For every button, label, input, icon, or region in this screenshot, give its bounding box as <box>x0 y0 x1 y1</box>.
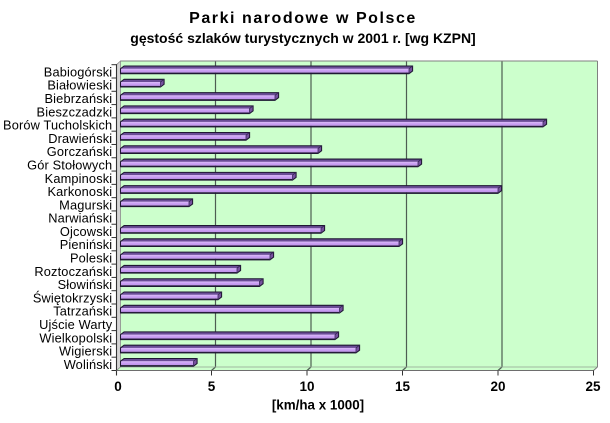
svg-text:Poleski: Poleski <box>70 251 112 266</box>
svg-text:Karkonoski: Karkonoski <box>47 184 112 199</box>
svg-text:gęstość szlaków turystycznych: gęstość szlaków turystycznych w 2001 r. … <box>130 30 475 46</box>
svg-text:Narwiański: Narwiański <box>48 211 112 226</box>
svg-text:Babiogórski: Babiogórski <box>44 64 113 79</box>
svg-text:Tatrzański: Tatrzański <box>53 304 112 319</box>
svg-text:Bieszczadzki: Bieszczadzki <box>37 104 113 119</box>
svg-text:10: 10 <box>299 379 314 394</box>
svg-text:Parki narodowe w Polsce: Parki narodowe w Polsce <box>189 10 417 27</box>
svg-text:Biebrzański: Biebrzański <box>45 91 113 106</box>
svg-text:25: 25 <box>585 379 601 394</box>
svg-text:Ojcowski: Ojcowski <box>60 224 112 239</box>
svg-text:5: 5 <box>208 379 216 394</box>
svg-text:Drawieński: Drawieński <box>48 131 112 146</box>
svg-text:Wigierski: Wigierski <box>59 344 112 359</box>
svg-text:20: 20 <box>490 379 505 394</box>
svg-text:Białowieski: Białowieski <box>47 78 112 93</box>
svg-text:Roztoczański: Roztoczański <box>34 264 112 279</box>
svg-text:Świętokrzyski: Świętokrzyski <box>33 290 112 305</box>
svg-text:15: 15 <box>395 379 411 394</box>
svg-text:Ujście Warty: Ujście Warty <box>39 317 113 332</box>
svg-text:Gorczański: Gorczański <box>47 144 113 159</box>
svg-text:Wielkopolski: Wielkopolski <box>39 330 112 345</box>
svg-text:[km/ha x 1000]: [km/ha x 1000] <box>272 398 364 413</box>
svg-text:Gór Stołowych: Gór Stołowych <box>27 157 112 172</box>
svg-text:Kampinoski: Kampinoski <box>45 171 113 186</box>
svg-text:Słowiński: Słowiński <box>58 277 113 292</box>
svg-text:Magurski: Magurski <box>59 197 112 212</box>
svg-text:Borów Tucholskich: Borów Tucholskich <box>3 118 112 133</box>
svg-text:0: 0 <box>114 379 122 394</box>
svg-text:Pieniński: Pieniński <box>60 237 113 252</box>
svg-text:Woliński: Woliński <box>64 357 113 372</box>
